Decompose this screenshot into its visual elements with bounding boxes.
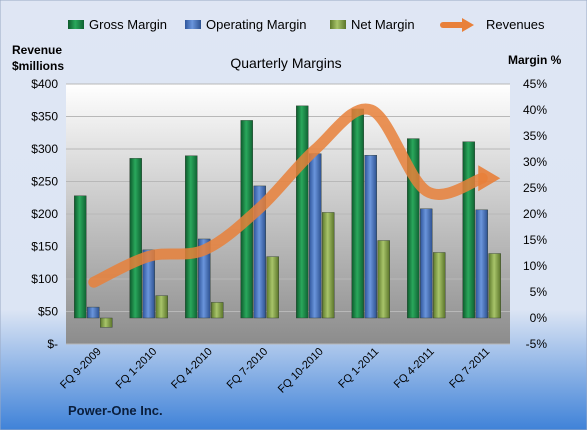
- right-tick-label: 30%: [523, 155, 547, 169]
- revenue-point-fq-4-2011: [426, 190, 428, 192]
- right-tick-label: 10%: [523, 259, 547, 273]
- left-tick-label: $50: [38, 305, 58, 319]
- right-tick-label: 15%: [523, 233, 547, 247]
- left-axis-title-line2: $millions: [12, 59, 64, 73]
- bar-gross-margin-fq-4-2010: [185, 155, 198, 319]
- revenue-arrowhead: [478, 165, 501, 192]
- right-tick-label: 35%: [523, 129, 547, 143]
- bar-operating-margin-fq-1-2011: [364, 155, 377, 319]
- bar-operating-margin-fq-9-2009: [87, 306, 100, 319]
- legend-revenues-arrowhead: [462, 18, 474, 32]
- revenue-point-fq-4-2010: [204, 249, 206, 251]
- legend-label-operating-margin: Operating Margin: [206, 17, 306, 32]
- bar-operating-margin-fq-7-2010: [253, 185, 266, 319]
- bar-net-margin-fq-4-2010: [211, 302, 224, 319]
- bar-gross-margin-fq-1-2010: [129, 158, 142, 319]
- revenue-point-fq-10-2010: [315, 148, 317, 150]
- revenue-point-fq-1-2010: [148, 255, 150, 257]
- bar-operating-margin-fq-1-2010: [142, 249, 155, 319]
- bar-net-margin-fq-7-2010: [266, 256, 279, 319]
- revenue-line: [88, 103, 501, 288]
- right-tick-label: -5%: [526, 337, 548, 351]
- revenue-point-fq-9-2009: [93, 281, 95, 283]
- left-axis-title-line1: Revenue: [12, 43, 62, 57]
- bar-net-margin-fq-4-2011: [433, 252, 446, 319]
- bar-net-margin-fq-1-2011: [377, 240, 390, 319]
- bar-gross-margin-fq-7-2011: [462, 141, 475, 319]
- left-tick-label: $250: [31, 175, 58, 189]
- right-tick-label: 25%: [523, 181, 547, 195]
- left-tick-label: $350: [31, 110, 58, 124]
- revenue-point-fq-7-2011: [481, 177, 483, 179]
- bar-net-margin-fq-10-2010: [322, 212, 335, 319]
- left-tick-label: $300: [31, 142, 58, 156]
- left-tick-label: $100: [31, 272, 58, 286]
- bar-gross-margin-fq-9-2009: [74, 195, 87, 319]
- revenue-line-path: [88, 103, 488, 288]
- revenue-point-fq-1-2011: [370, 109, 372, 111]
- right-tick-label: 45%: [523, 77, 547, 91]
- bar-gross-margin-fq-10-2010: [296, 105, 309, 319]
- bar-operating-margin-fq-4-2011: [420, 208, 433, 319]
- bar-operating-margin-fq-7-2011: [475, 209, 488, 319]
- bar-net-margin-fq-1-2010: [155, 295, 168, 319]
- right-axis-title: Margin %: [508, 53, 562, 67]
- legend-label-revenues: Revenues: [486, 17, 545, 32]
- bars: [74, 105, 501, 328]
- bar-operating-margin-fq-4-2010: [198, 238, 211, 319]
- right-tick-label: 0%: [530, 311, 548, 325]
- chart-title: Quarterly Margins: [230, 55, 341, 71]
- bar-operating-margin-fq-10-2010: [309, 153, 322, 319]
- legend-swatch-gross-margin: [68, 20, 84, 29]
- legend-swatch-net-margin: [330, 20, 346, 29]
- left-tick-label: $400: [31, 77, 58, 91]
- right-tick-label: 20%: [523, 207, 547, 221]
- bar-gross-margin-fq-1-2011: [351, 108, 364, 319]
- left-axis-ticks: $- $50 $100 $150 $200 $250 $300 $350 $400: [31, 77, 58, 351]
- right-tick-label: 5%: [530, 285, 548, 299]
- bar-net-margin-fq-7-2011: [488, 253, 501, 319]
- company-name: Power-One Inc.: [68, 403, 163, 418]
- left-tick-label: $150: [31, 240, 58, 254]
- right-tick-label: 40%: [523, 103, 547, 117]
- left-tick-label: $200: [31, 207, 58, 221]
- legend-swatch-operating-margin: [185, 20, 201, 29]
- left-tick-label: $-: [47, 337, 58, 351]
- legend-label-net-margin: Net Margin: [351, 17, 415, 32]
- revenue-point-fq-7-2010: [259, 207, 261, 209]
- legend: Gross Margin Operating Margin Net Margin…: [68, 17, 545, 32]
- bar-net-margin-fq-9-2009: [100, 317, 113, 328]
- right-axis-ticks: -5% 0% 5% 10% 15% 20% 25% 30% 35% 40% 45%: [523, 77, 547, 351]
- legend-label-gross-margin: Gross Margin: [89, 17, 167, 32]
